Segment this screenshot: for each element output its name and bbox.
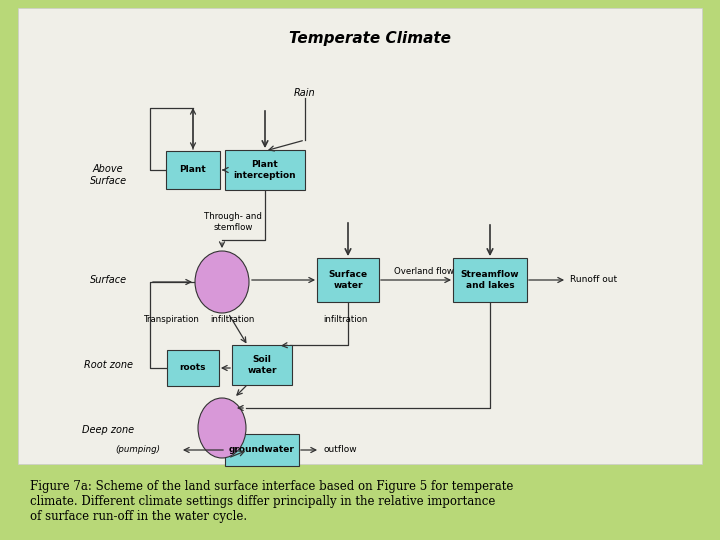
Text: roots: roots — [180, 363, 206, 373]
FancyBboxPatch shape — [225, 150, 305, 190]
Ellipse shape — [195, 251, 249, 313]
Text: Runoff out: Runoff out — [570, 275, 617, 285]
Text: Root zone: Root zone — [84, 360, 132, 370]
FancyBboxPatch shape — [225, 434, 299, 466]
Ellipse shape — [198, 398, 246, 458]
Text: Soil
water: Soil water — [247, 355, 276, 375]
Text: Above
Surface: Above Surface — [89, 164, 127, 186]
FancyBboxPatch shape — [453, 258, 527, 302]
Text: Streamflow
and lakes: Streamflow and lakes — [461, 271, 519, 289]
Text: Plant
interception: Plant interception — [234, 160, 297, 180]
Text: groundwater: groundwater — [229, 446, 295, 455]
Text: Overland flow: Overland flow — [394, 267, 454, 276]
Text: infiltration: infiltration — [210, 315, 254, 325]
Text: outflow: outflow — [323, 446, 356, 455]
Text: Surface
water: Surface water — [328, 271, 368, 289]
Text: Through- and
stemflow: Through- and stemflow — [204, 212, 262, 232]
Text: Figure 7a: Scheme of the land surface interface based on Figure 5 for temperate
: Figure 7a: Scheme of the land surface in… — [30, 480, 513, 523]
Text: Transpiration: Transpiration — [144, 315, 200, 325]
Text: infiltration: infiltration — [323, 315, 367, 325]
FancyBboxPatch shape — [232, 345, 292, 385]
FancyBboxPatch shape — [18, 8, 702, 464]
FancyBboxPatch shape — [167, 350, 219, 386]
Text: Rain: Rain — [294, 88, 316, 98]
Text: Surface: Surface — [89, 275, 127, 285]
Text: Temperate Climate: Temperate Climate — [289, 30, 451, 45]
FancyBboxPatch shape — [166, 151, 220, 189]
Text: Deep zone: Deep zone — [82, 425, 134, 435]
Text: Plant: Plant — [179, 165, 207, 174]
FancyBboxPatch shape — [317, 258, 379, 302]
Text: (pumping): (pumping) — [115, 446, 160, 455]
